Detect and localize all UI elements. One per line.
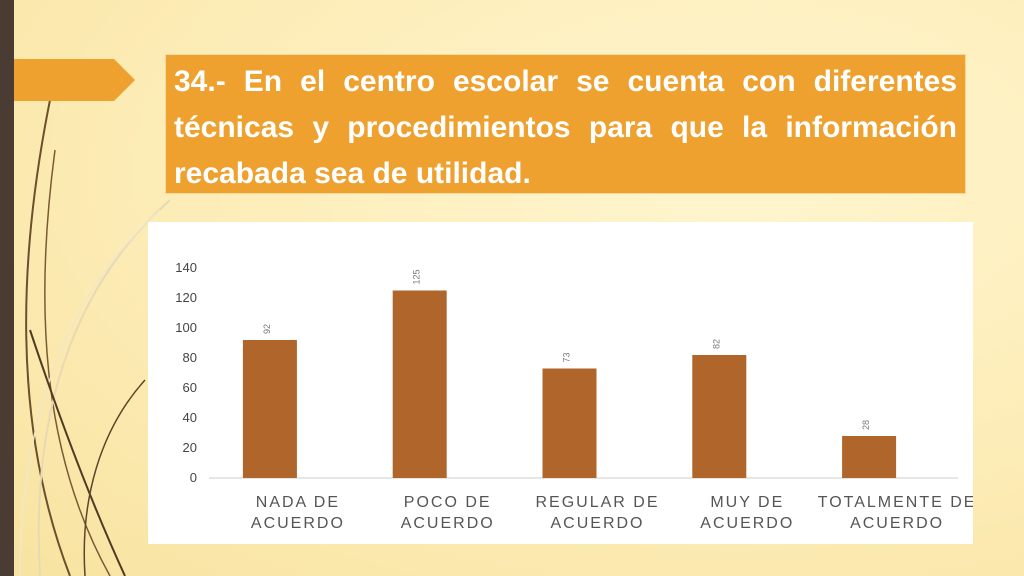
category-labels-group: NADA DE ACUERDO POCO DE ACUERDO REGULAR DE AC… [251,494,973,532]
bar-data-label: 125 [412,269,422,284]
bar [542,368,597,478]
category-label: ACUERDO [401,515,495,532]
y-tick-label: 20 [183,440,197,455]
category-label: REGULAR DE [535,494,659,511]
bars-group [242,290,897,478]
bar [242,340,297,478]
y-tick-label: 60 [183,380,197,395]
chart-panel: 0 20 40 60 80 100 120 140 92 125 73 82 28 NADA DE AC… [148,222,973,544]
data-labels-group: 92 125 73 82 28 [262,269,871,430]
category-label: ACUERDO [251,515,345,532]
y-axis-ticks: 0 20 40 60 80 100 120 140 [175,260,197,485]
category-label: ACUERDO [550,515,644,532]
y-tick-label: 100 [175,320,197,335]
slide-title: 34.- En el centro escolar se cuenta con … [174,65,957,190]
bar-data-label: 73 [562,352,572,362]
bar-data-label: 28 [861,420,871,430]
category-label: POCO DE [404,494,492,511]
y-tick-label: 0 [190,470,197,485]
bar [392,290,447,478]
title-box: 34.- En el centro escolar se cuenta con … [165,54,966,194]
category-label: ACUERDO [850,515,944,532]
slide-side-bar [0,0,14,576]
bar-chart: 0 20 40 60 80 100 120 140 92 125 73 82 28 NADA DE AC… [175,260,973,532]
bar-data-label: 92 [262,324,272,334]
decorative-curves [19,99,170,576]
category-label: TOTALMENTE DE [818,494,973,511]
y-tick-label: 140 [175,260,197,275]
bar-data-label: 82 [711,339,721,349]
category-label: MUY DE [710,494,784,511]
category-label: ACUERDO [700,515,794,532]
bar [842,436,897,478]
y-tick-label: 80 [183,350,197,365]
category-label: NADA DE [256,494,340,511]
y-tick-label: 120 [175,290,197,305]
y-tick-label: 40 [183,410,197,425]
arrow-tab-shape [14,59,135,101]
bar [692,355,747,478]
